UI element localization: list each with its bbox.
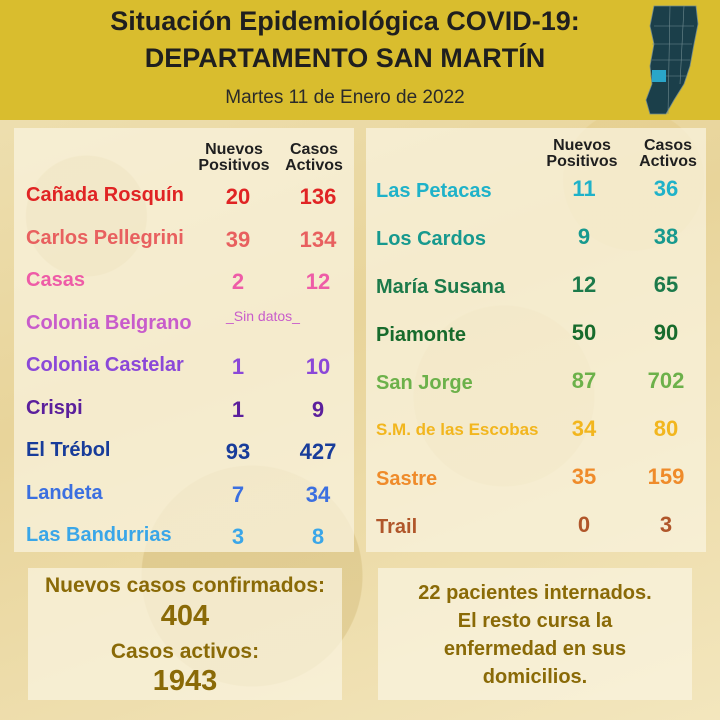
new-positives-value: 3 <box>231 524 245 549</box>
col-header-casos-activos: Casos Activos <box>632 138 704 170</box>
report-date: Martes 11 de Enero de 2022 <box>225 87 465 108</box>
locality-row: Landeta 7 34 <box>14 482 354 522</box>
left-localities-panel: Nuevos Positivos Casos Activos Cañada Ro… <box>14 128 354 552</box>
col-header-text: Activos <box>285 157 343 174</box>
locality-name: Los Cardos <box>376 228 487 250</box>
locality-name: Carlos Pellegrini <box>26 226 184 249</box>
locality-row: San Jorge 87 702 <box>366 368 706 412</box>
new-positives-value: 39 <box>225 226 251 252</box>
locality-row: Colonia Belgrano _Sin datos_ <box>14 308 354 352</box>
new-positives-value: 7 <box>231 481 245 507</box>
page-title-line2: DEPARTAMENTO SAN MARTÍN <box>144 43 546 73</box>
header-band: Situación Epidemiológica COVID-19: DEPAR… <box>0 0 720 120</box>
locality-row: Casas 2 12 <box>14 269 354 309</box>
totals-summary-box: Nuevos casos confirmados: 404 Casos acti… <box>28 568 342 700</box>
active-cases-value: 34 <box>305 481 331 507</box>
locality-row: Trail 0 3 <box>366 512 706 556</box>
locality-name: Cañada Rosquín <box>26 184 184 206</box>
active-cases-value: 427 <box>299 439 337 464</box>
santa-fe-province-map-icon <box>645 5 699 115</box>
new-positives-value: 0 <box>577 512 591 537</box>
locality-row: Piamonte 50 90 <box>366 320 706 364</box>
locality-name: San Jorge <box>376 372 473 394</box>
col-header-text: Activos <box>639 153 697 170</box>
active-cases-value: 3 <box>659 512 673 537</box>
locality-name: Landeta <box>26 481 103 504</box>
locality-name: S.M. de las Escobas <box>376 420 539 439</box>
new-positives-value: 1 <box>231 354 245 379</box>
no-data-note: _Sin datos_ <box>226 307 300 324</box>
locality-row: El Trébol 93 427 <box>14 439 354 479</box>
right-localities-panel: Nuevos Positivos Casos Activos Las Petac… <box>366 128 706 552</box>
active-cases-value: 8 <box>311 524 325 549</box>
col-header-text: Nuevos <box>205 141 263 158</box>
active-cases-label: Casos activos: <box>110 640 260 663</box>
locality-row: S.M. de las Escobas 34 80 <box>366 416 706 460</box>
locality-name: Casas <box>26 269 85 291</box>
new-positives-value: 11 <box>572 176 596 201</box>
new-positives-value: 20 <box>225 184 251 209</box>
locality-name: Piamonte <box>376 324 467 346</box>
locality-name: María Susana <box>376 276 505 298</box>
active-cases-value: 9 <box>311 396 325 422</box>
new-positives-value: 9 <box>577 224 591 249</box>
page-title-line1: Situación Epidemiológica COVID-19: <box>110 6 580 36</box>
hospitalized-line2: El resto cursa la <box>457 610 613 632</box>
active-cases-value: 90 <box>653 320 679 345</box>
col-header-nuevos-positivos: Nuevos Positivos <box>534 138 630 170</box>
col-header-text: Nuevos <box>553 137 611 154</box>
active-cases-value: 36 <box>653 176 679 201</box>
locality-row: Las Petacas 11 36 <box>366 176 706 220</box>
new-positives-value: 50 <box>571 320 597 345</box>
new-positives-value: 12 <box>571 272 597 297</box>
hospitalized-line1: 22 pacientes internados. <box>418 582 652 604</box>
active-cases-value: 12 <box>305 269 331 294</box>
active-cases-value: 136 <box>299 184 337 209</box>
active-cases-value: 159 <box>647 464 685 489</box>
locality-row: Las Bandurrias 3 8 <box>14 524 354 564</box>
locality-name: Colonia Belgrano <box>26 311 192 334</box>
locality-row: María Susana 12 65 <box>366 272 706 316</box>
locality-name: Colonia Castelar <box>26 354 184 376</box>
locality-name: Crispi <box>26 396 83 419</box>
col-header-text: Casos <box>643 137 693 154</box>
col-header-casos-activos: Casos Activos <box>276 142 352 174</box>
locality-row: Carlos Pellegrini 39 134 <box>14 227 354 267</box>
locality-row: Crispi 1 9 <box>14 397 354 437</box>
new-positives-value: 2 <box>231 269 245 294</box>
new-cases-label: Nuevos casos confirmados: <box>44 574 326 597</box>
active-cases-value: 1943 <box>152 665 218 697</box>
active-cases-value: 10 <box>305 354 331 379</box>
hospitalized-summary-box: 22 pacientes internados. El resto cursa … <box>378 568 692 700</box>
locality-name: El Trébol <box>26 439 111 461</box>
locality-name: Las Bandurrias <box>26 524 172 546</box>
new-positives-value: 1 <box>231 396 245 422</box>
new-positives-value: 87 <box>571 368 597 393</box>
locality-name: Trail <box>376 516 418 538</box>
locality-name: Las Petacas <box>376 180 492 202</box>
active-cases-value: 38 <box>653 224 679 249</box>
locality-row: Los Cardos 9 38 <box>366 224 706 268</box>
hospitalized-line3: enfermedad en sus <box>443 638 627 660</box>
col-header-text: Positivos <box>198 157 270 174</box>
new-cases-value: 404 <box>160 600 210 632</box>
col-header-nuevos-positivos: Nuevos Positivos <box>190 142 278 174</box>
active-cases-value: 702 <box>647 368 685 393</box>
hospitalized-line4: domicilios. <box>482 666 588 688</box>
active-cases-value: 80 <box>653 416 679 441</box>
new-positives-value: 35 <box>571 464 597 489</box>
locality-name: Sastre <box>376 468 438 490</box>
locality-row: Cañada Rosquín 20 136 <box>14 184 354 224</box>
col-header-text: Positivos <box>546 153 618 170</box>
active-cases-value: 134 <box>299 226 337 252</box>
locality-row: Colonia Castelar 1 10 <box>14 354 354 394</box>
locality-row: Sastre 35 159 <box>366 464 706 508</box>
new-positives-value: 93 <box>225 439 251 464</box>
active-cases-value: 65 <box>653 272 679 297</box>
new-positives-value: 34 <box>571 416 597 441</box>
col-header-text: Casos <box>289 141 339 158</box>
